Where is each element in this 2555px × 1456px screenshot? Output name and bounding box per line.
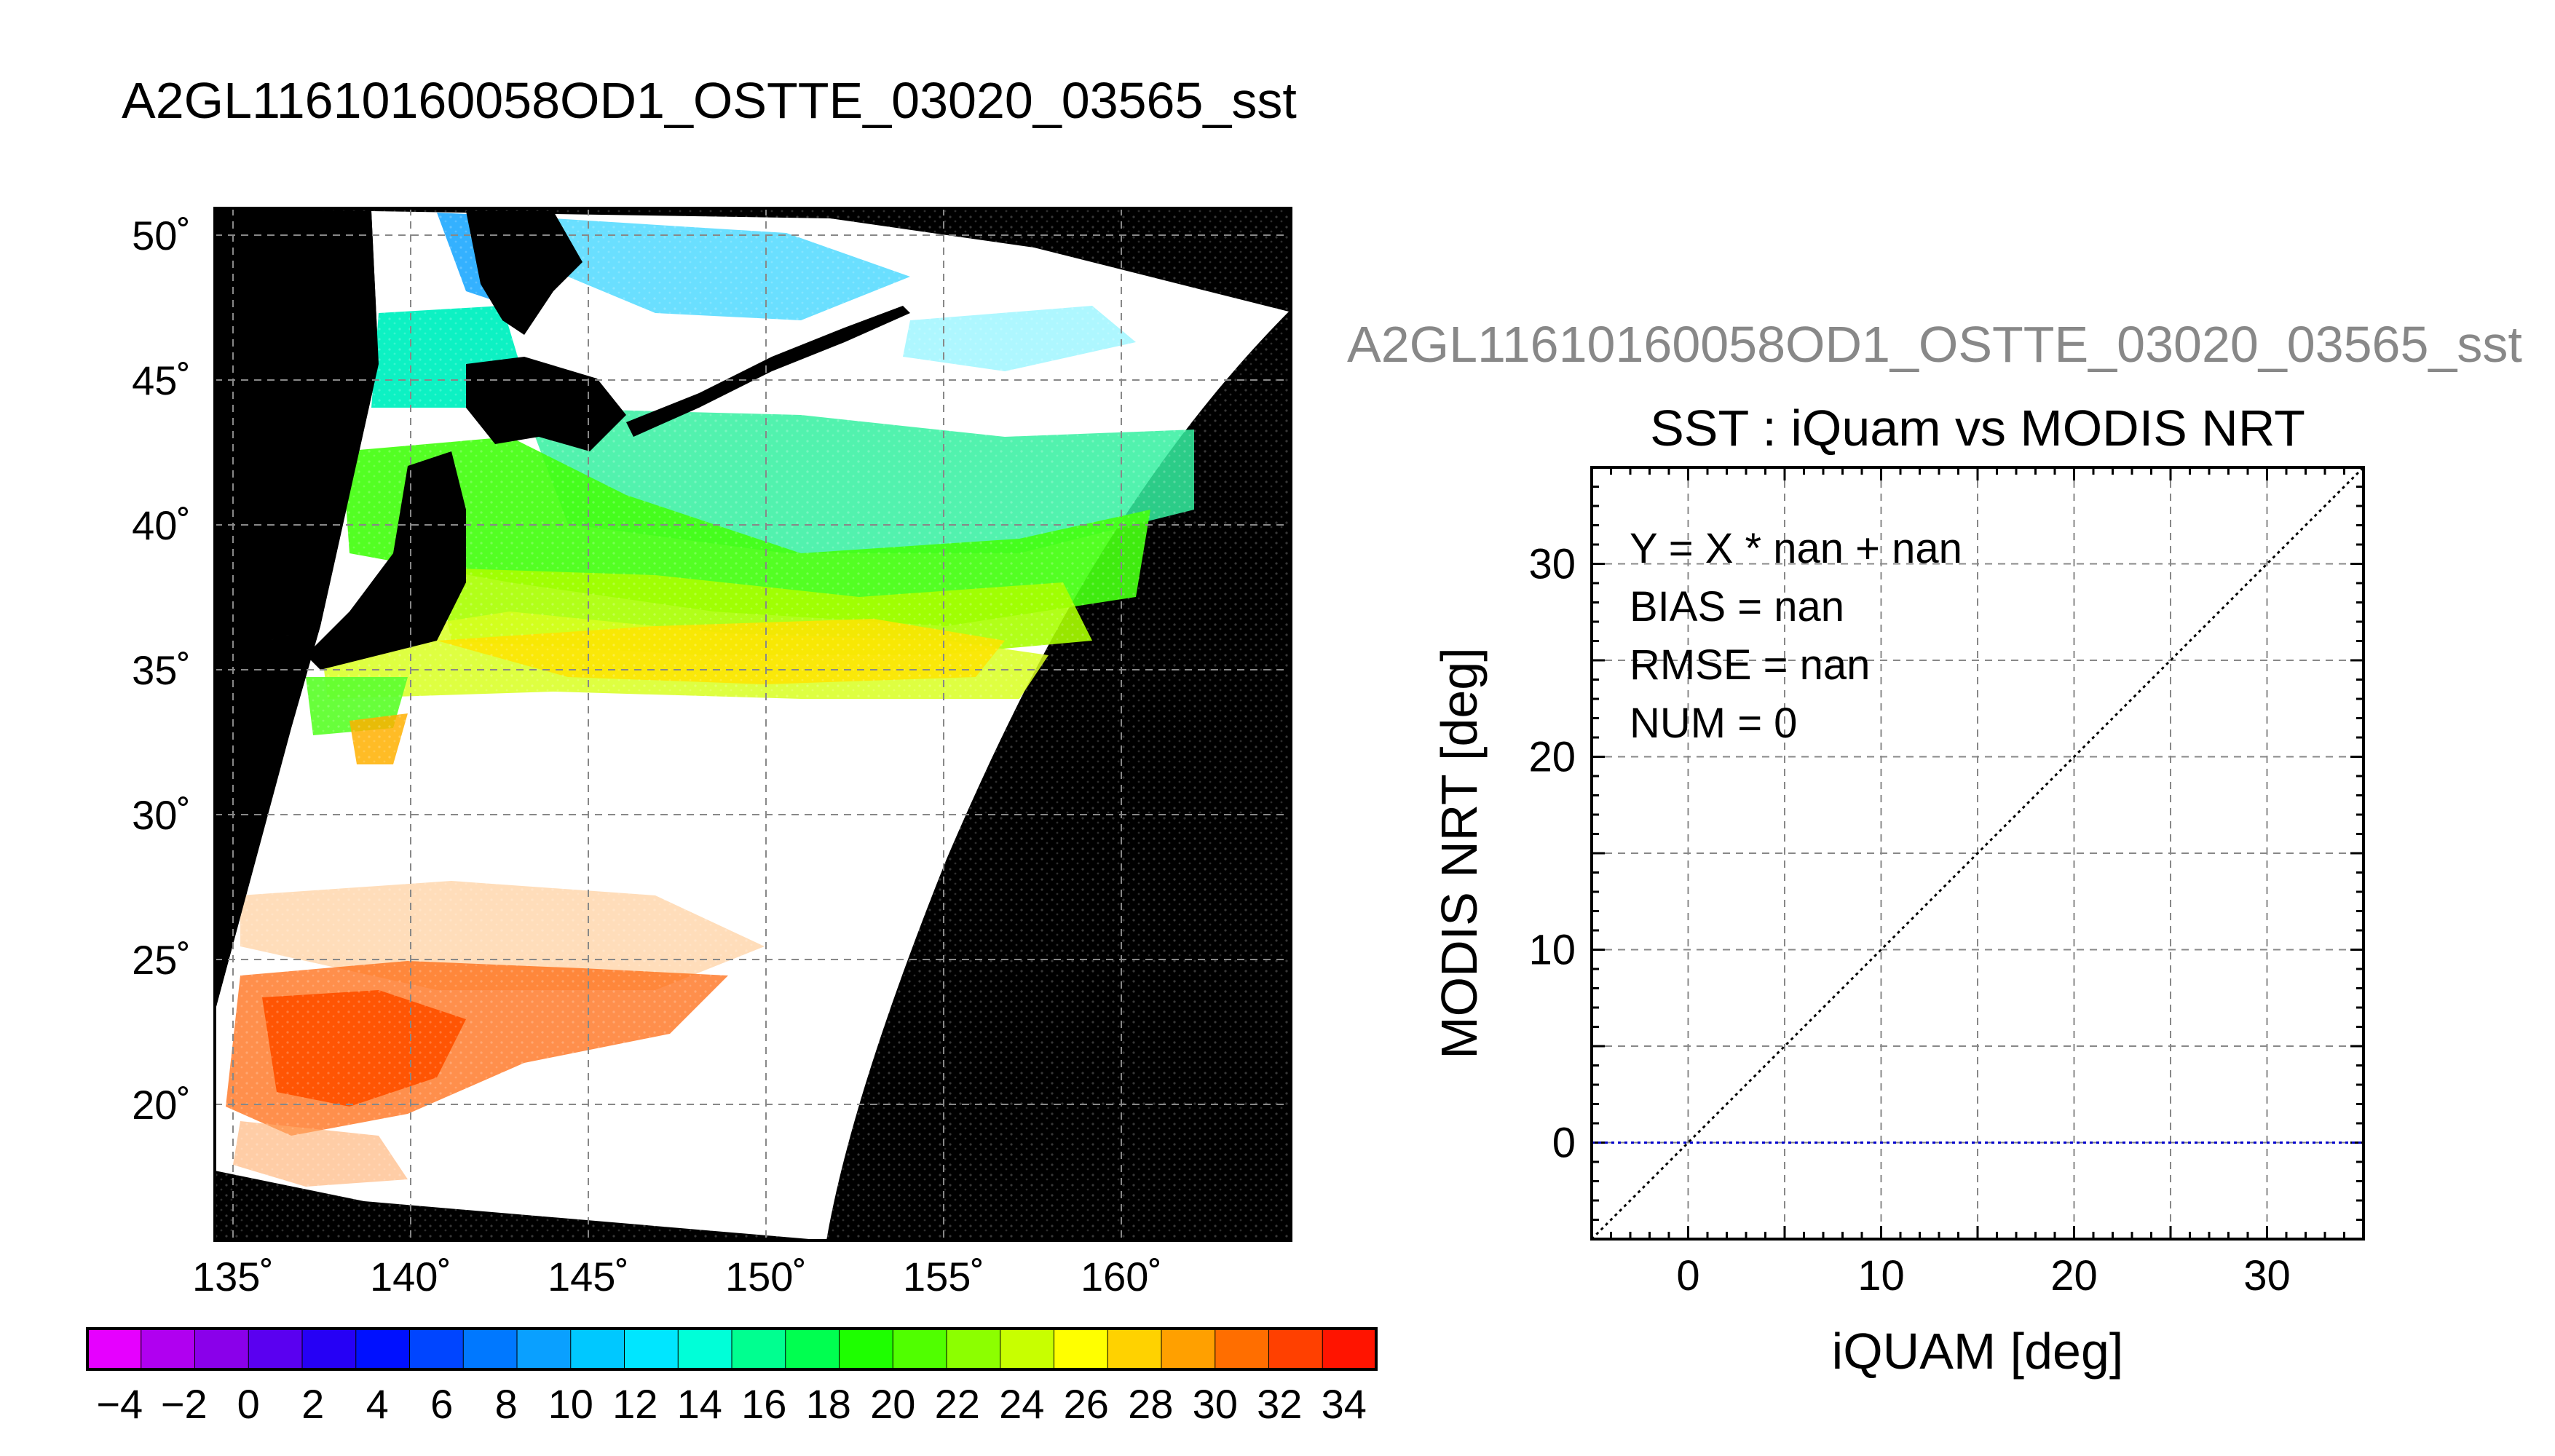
- map-grid: [215, 208, 1291, 1241]
- colorbar-cell: [516, 1328, 572, 1370]
- colorbar-label: −4: [96, 1381, 143, 1427]
- colorbar-label: −2: [161, 1381, 208, 1427]
- stats-rmse: RMSE = nan: [1630, 641, 1870, 689]
- land-west-edge: [215, 626, 320, 1012]
- lon-label-150: 150˚: [725, 1254, 807, 1299]
- scatter-header: A2GL11610160058OD1_OSTTE_03020_03565_sst: [1347, 316, 2522, 373]
- lat-label-25: 25˚: [132, 937, 191, 983]
- lat-label-35: 35˚: [132, 647, 191, 693]
- scatter-y-axis-label: MODIS NRT [deg]: [1431, 647, 1488, 1059]
- colorbar-frame: [86, 1327, 1378, 1371]
- lon-label-135: 135˚: [192, 1254, 274, 1299]
- x-tick-label: 0: [1676, 1252, 1699, 1299]
- colorbar-cell: [194, 1328, 250, 1370]
- colorbar-cell: [677, 1328, 733, 1370]
- colorbar-label: 34: [1322, 1381, 1367, 1427]
- stats-equation: Y = X * nan + nan: [1630, 525, 1962, 572]
- y-tick-label: 10: [1528, 927, 1576, 974]
- lon-label-140: 140˚: [370, 1254, 451, 1299]
- scatter-grid: [1592, 467, 2364, 1239]
- stats-bias: BIAS = nan: [1630, 583, 1844, 630]
- lat-label-45: 45˚: [132, 357, 191, 403]
- x-tick-label: 30: [2243, 1252, 2291, 1299]
- colorbar-label: 30: [1193, 1381, 1238, 1427]
- x-tick-label: 10: [1857, 1252, 1905, 1299]
- colorbar-label: 2: [301, 1381, 324, 1427]
- colorbar-cells: [87, 1328, 1378, 1370]
- colorbar-label: 20: [870, 1381, 915, 1427]
- land-kurils: [626, 306, 910, 437]
- colorbar-cell: [87, 1328, 143, 1370]
- land-korea-west: [215, 208, 379, 655]
- colorbar-label: 14: [677, 1381, 722, 1427]
- lat-axis-labels: 50˚ 45˚ 40˚ 35˚ 30˚ 25˚ 20˚: [132, 213, 191, 1128]
- colorbar-label: 22: [935, 1381, 980, 1427]
- land-sakhalin-hokkaido: [466, 211, 583, 335]
- colorbar-cell: [248, 1328, 304, 1370]
- lat-label-40: 40˚: [132, 502, 191, 548]
- colorbar-cell: [141, 1328, 196, 1370]
- main-title: A2GL11610160058OD1_OSTTE_03020_03565_sst: [122, 72, 1297, 129]
- colorbar-cell: [1322, 1328, 1378, 1370]
- colorbar-label: 8: [495, 1381, 518, 1427]
- y-tick-label: 20: [1528, 734, 1576, 781]
- colorbar-cell: [1215, 1328, 1270, 1370]
- lon-axis-labels: 135˚ 140˚ 145˚ 150˚ 155˚ 160˚: [192, 1254, 1162, 1299]
- scatter-x-axis-label: iQUAM [deg]: [1832, 1323, 2124, 1380]
- lat-label-30: 30˚: [132, 792, 191, 838]
- lon-label-160: 160˚: [1081, 1254, 1162, 1299]
- colorbar-label: 4: [366, 1381, 389, 1427]
- x-tick-label: 20: [2050, 1252, 2098, 1299]
- colorbar-label: 10: [548, 1381, 593, 1427]
- colorbar-label: 6: [430, 1381, 453, 1427]
- colorbar-label: 18: [806, 1381, 851, 1427]
- colorbar-labels: −4 −2 0 2 4 6 8 10 12 14 16 18 20 22 24 …: [96, 1381, 1367, 1427]
- colorbar-label: 0: [237, 1381, 260, 1427]
- colorbar-label: 26: [1064, 1381, 1109, 1427]
- y-tick-label: 30: [1528, 541, 1576, 588]
- colorbar-label: 24: [999, 1381, 1044, 1427]
- colorbar-label: 32: [1257, 1381, 1302, 1427]
- scatter-y-tick-labels: 0 10 20 30: [1528, 541, 1576, 1167]
- colorbar-label: 16: [741, 1381, 786, 1427]
- lat-label-20: 20˚: [132, 1082, 191, 1128]
- colorbar-cell: [892, 1328, 948, 1370]
- sst-map: 50˚ 45˚ 40˚ 35˚ 30˚ 25˚ 20˚ 135˚ 140˚ 14…: [132, 207, 1292, 1299]
- colorbar-cell: [1268, 1328, 1324, 1370]
- map-swath: [215, 208, 1291, 1241]
- colorbar-cell: [785, 1328, 840, 1370]
- lat-label-50: 50˚: [132, 213, 191, 258]
- y-tick-label: 0: [1552, 1120, 1576, 1167]
- colorbar-cell: [839, 1328, 894, 1370]
- one-to-one-line: [1590, 466, 2365, 1241]
- scatter-stats: Y = X * nan + nan BIAS = nan RMSE = nan …: [1630, 525, 1962, 747]
- land-honshu: [306, 451, 466, 670]
- colorbar-cell: [1000, 1328, 1055, 1370]
- colorbar-cell: [731, 1328, 787, 1370]
- stats-num: NUM = 0: [1630, 700, 1797, 747]
- colorbar-cell: [946, 1328, 1002, 1370]
- colorbar-cell: [355, 1328, 411, 1370]
- colorbar-cell: [1054, 1328, 1109, 1370]
- colorbar-label: 12: [612, 1381, 657, 1427]
- colorbar-label: 28: [1128, 1381, 1173, 1427]
- lon-label-145: 145˚: [548, 1254, 629, 1299]
- colorbar-cell: [1161, 1328, 1217, 1370]
- scatter-title: SST : iQuam vs MODIS NRT: [1650, 400, 2305, 456]
- colorbar-cell: [624, 1328, 679, 1370]
- colorbar: −4 −2 0 2 4 6 8 10 12 14 16 18 20 22 24 …: [86, 1327, 1378, 1427]
- colorbar-cell: [570, 1328, 625, 1370]
- scatter-frame: [1590, 466, 2365, 1241]
- scatter-panel: A2GL11610160058OD1_OSTTE_03020_03565_sst…: [1347, 316, 2522, 1380]
- colorbar-cell: [301, 1328, 358, 1370]
- colorbar-cell: [462, 1328, 518, 1370]
- colorbar-cell: [409, 1328, 465, 1370]
- colorbar-cell: [1107, 1328, 1163, 1370]
- map-frame: [213, 207, 1292, 1242]
- scatter-x-tick-labels: 0 10 20 30: [1676, 1252, 2290, 1299]
- lon-label-155: 155˚: [903, 1254, 984, 1299]
